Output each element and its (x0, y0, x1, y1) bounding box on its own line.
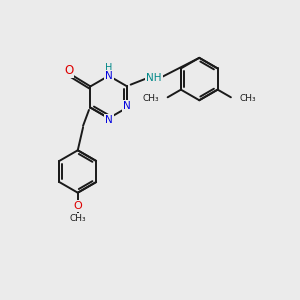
Text: O: O (64, 64, 73, 77)
Text: N: N (105, 115, 113, 125)
Text: CH₃: CH₃ (69, 214, 86, 223)
Text: CH₃: CH₃ (143, 94, 159, 103)
Text: NH: NH (146, 73, 161, 82)
Text: N: N (105, 71, 113, 81)
Text: O: O (74, 201, 82, 211)
Text: H: H (105, 63, 112, 73)
Text: N: N (123, 101, 131, 111)
Text: CH₃: CH₃ (239, 94, 256, 103)
